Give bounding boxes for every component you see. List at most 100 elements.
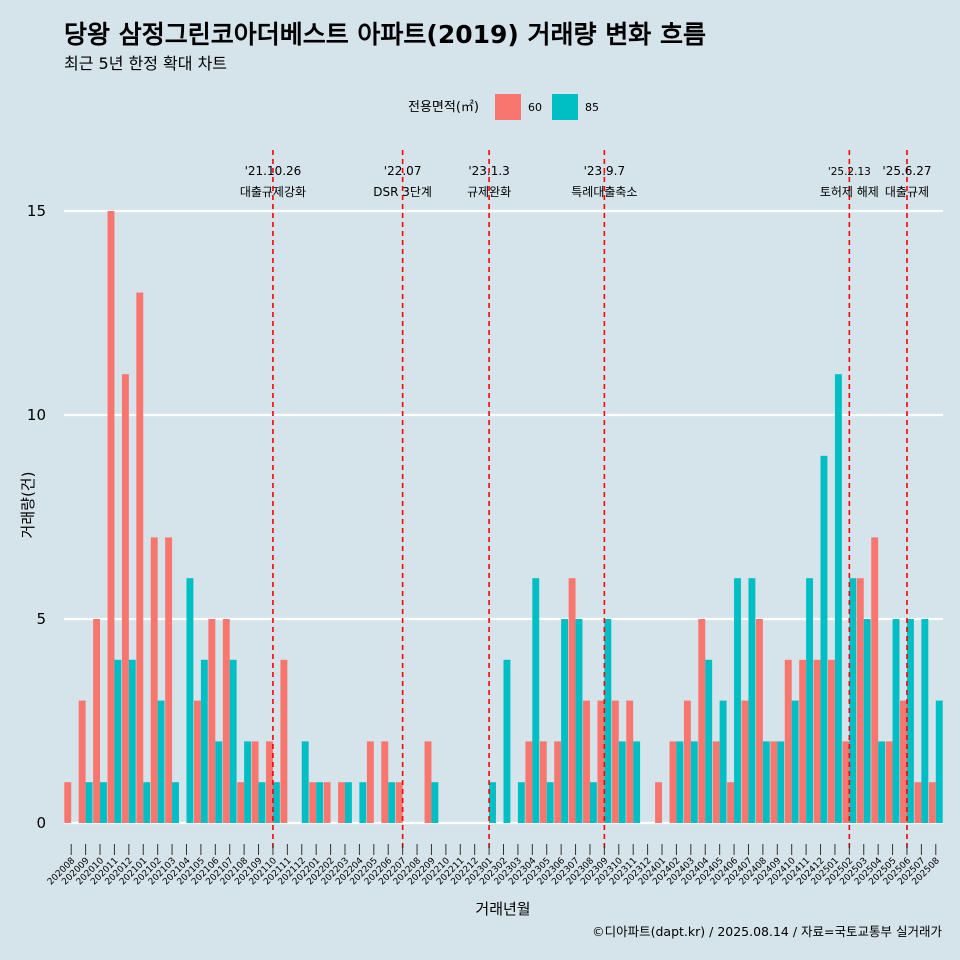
bar-85-202108	[244, 741, 252, 823]
bar-85-202010	[100, 782, 107, 823]
bar-85-202303	[517, 782, 525, 823]
bar-60-202405	[712, 741, 720, 823]
bar-85-202203	[344, 782, 352, 823]
bar-85-202403	[690, 741, 698, 823]
annotation-label: 대출규제	[885, 185, 929, 199]
bar-60-202403	[683, 700, 691, 823]
bar-60-202501	[828, 659, 835, 823]
bar-60-202508	[928, 782, 936, 823]
legend-title: 전용면적(㎡)	[408, 100, 479, 115]
bar-60-202111	[280, 659, 288, 823]
bar-85-202209	[431, 782, 439, 823]
bar-85-202110	[272, 782, 280, 823]
bar-60-202406	[727, 782, 735, 823]
bar-60-202012	[121, 374, 129, 823]
chart-title: 당왕 삼정그린코아더베스트 아파트(2019) 거래량 변화 흐름	[64, 20, 706, 49]
bar-60-202505	[885, 741, 893, 823]
bar-60-202402	[669, 741, 677, 823]
bar-85-202402	[676, 741, 684, 823]
bar-85-202307	[575, 619, 583, 823]
bar-85-202410	[791, 700, 799, 823]
bar-85-202412	[820, 455, 828, 823]
legend-label-60: 60	[528, 101, 542, 114]
bar-85-202406	[734, 578, 741, 823]
annotation-label: 특례대출축소	[571, 185, 637, 199]
bar-85-202201	[316, 782, 324, 823]
y-tick-label: 5	[36, 610, 46, 628]
y-axis-ticks: 0 5 10 15	[27, 202, 46, 832]
bar-85-202204	[359, 782, 367, 823]
bar-60-202108	[237, 782, 245, 823]
bar-60-202310	[611, 700, 619, 823]
annotation-date: '23.1.3	[468, 164, 509, 178]
bar-85-202503	[863, 619, 871, 823]
bar-85-202310	[618, 741, 626, 823]
bar-60-202103	[165, 537, 173, 823]
bar-60-202506	[900, 700, 907, 823]
y-tick-label: 10	[27, 406, 46, 424]
bar-85-202107	[229, 659, 237, 823]
y-tick-label: 15	[27, 202, 46, 220]
bar-85-202011	[114, 659, 122, 823]
annotation-date: '25.2.13	[828, 166, 871, 178]
bar-85-202104	[186, 578, 194, 823]
bar-85-202308	[589, 782, 597, 823]
caption: ©디아파트(dapt.kr) / 2025.08.14 / 자료=국토교통부 실…	[592, 924, 942, 939]
legend-swatch-85	[552, 94, 578, 120]
x-axis-label: 거래년월	[475, 900, 530, 918]
annotation-date: '23.9.7	[584, 164, 625, 178]
bar-60-202412	[813, 659, 821, 823]
bar-85-202508	[935, 700, 943, 823]
bar-85-202106	[215, 741, 223, 823]
bar-60-202409	[770, 741, 778, 823]
annotation-label: 토허제 해제	[820, 185, 879, 199]
annotation-label: DSR 3단계	[373, 185, 432, 199]
legend-swatch-60	[495, 94, 521, 120]
bar-60-202110	[266, 741, 273, 823]
y-axis-label: 거래량(건)	[19, 472, 37, 539]
bar-85-202411	[806, 578, 814, 823]
bar-85-202504	[878, 741, 886, 823]
annotations: '21.10.26 대출규제강화 '22.07 DSR 3단계 '23.1.3 규제완화 '…	[240, 150, 932, 852]
x-axis: 2020082020092020102020112020122021012021…	[46, 844, 942, 887]
bar-60-202102	[150, 537, 158, 823]
bar-60-202105	[193, 700, 201, 823]
bar-60-202305	[539, 741, 547, 823]
bar-85-202305	[546, 782, 554, 823]
bar-60-202308	[583, 700, 590, 823]
bar-85-202502	[849, 578, 857, 823]
bar-85-202103	[172, 782, 179, 823]
bar-60-202407	[741, 700, 749, 823]
bar-85-202407	[748, 578, 756, 823]
bar-60-202309	[597, 700, 605, 823]
bar-60-202504	[871, 537, 879, 823]
bar-60-202206	[381, 741, 389, 823]
legend: 전용면적(㎡) 60 85	[408, 94, 599, 120]
bar-60-202411	[799, 659, 807, 823]
bar-60-202502	[842, 741, 850, 823]
bar-85-202012	[128, 659, 136, 823]
bar-60-202307	[568, 578, 576, 823]
bar-85-202302	[503, 659, 511, 823]
bar-85-202405	[719, 700, 727, 823]
bar-60-202010	[93, 619, 101, 823]
bar-85-202301	[489, 782, 496, 823]
bar-60-202008	[64, 782, 72, 823]
bar-85-202501	[834, 374, 842, 823]
bar-85-202206	[388, 782, 396, 823]
bar-60-202202	[323, 782, 331, 823]
bar-85-202102	[157, 700, 165, 823]
legend-label-85: 85	[585, 101, 599, 114]
bar-60-202107	[222, 619, 230, 823]
bar-85-202505	[892, 619, 900, 823]
bar-60-202203	[338, 782, 345, 823]
bar-85-202109	[258, 782, 266, 823]
bar-60-202205	[366, 741, 374, 823]
bar-85-202311	[633, 741, 641, 823]
bar-85-202506	[906, 619, 914, 823]
bar-60-202410	[784, 659, 792, 823]
bar-60-202311	[626, 700, 634, 823]
bar-85-202112	[301, 741, 309, 823]
annotation-date: '21.10.26	[245, 164, 302, 178]
